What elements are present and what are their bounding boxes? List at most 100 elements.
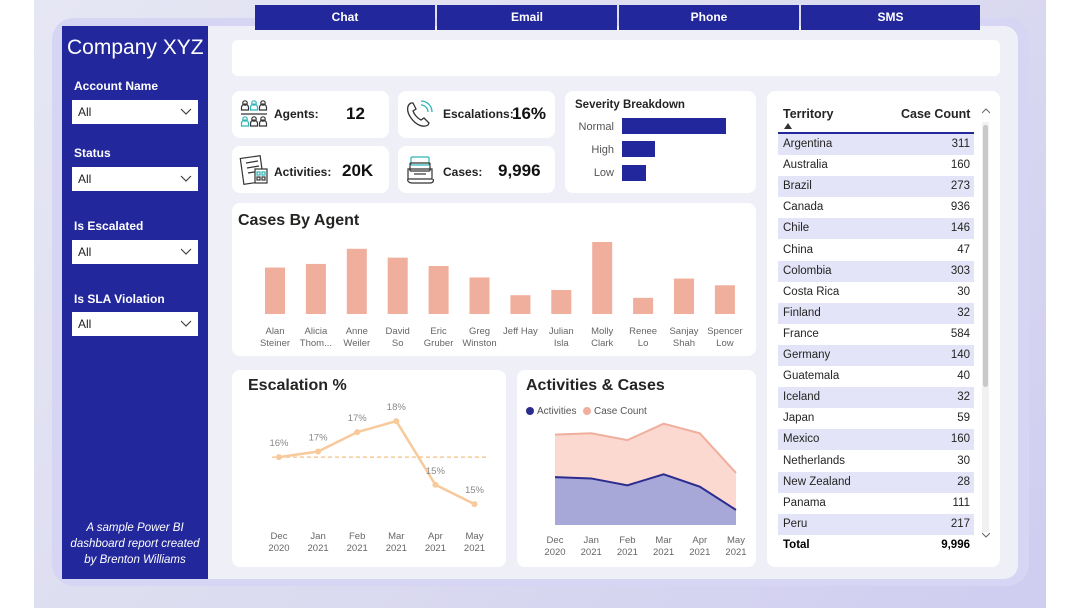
table-row[interactable]: New Zealand 28 xyxy=(778,471,974,493)
column-header-territory[interactable]: Territory xyxy=(783,107,834,121)
year-tick-label: 2021 xyxy=(347,543,368,554)
sort-ascending-icon[interactable] xyxy=(784,123,792,129)
company-title: Company XYZ xyxy=(67,36,204,59)
kpi-agents-label: Agents: xyxy=(274,107,319,121)
legend-case-count[interactable]: Case Count xyxy=(583,406,647,417)
table-row[interactable]: Canada 936 xyxy=(778,197,974,218)
tab-sms[interactable]: SMS xyxy=(801,5,980,30)
escalation-point[interactable] xyxy=(315,448,322,455)
agent-bar[interactable] xyxy=(265,267,285,314)
case-count-value: 111 xyxy=(952,496,970,509)
table-row[interactable]: Costa Rica 30 xyxy=(778,282,974,303)
table-total-row: Total 9,996 xyxy=(778,536,974,556)
kpi-card-agents: Agents: 12 xyxy=(232,91,389,138)
escalation-point[interactable] xyxy=(393,418,400,425)
is-escalated-dropdown[interactable]: All xyxy=(72,240,198,264)
agent-tick-label: Winston xyxy=(462,338,496,349)
escalation-point[interactable] xyxy=(432,481,439,488)
agent-bar[interactable] xyxy=(428,266,449,314)
legend-dot xyxy=(526,407,534,415)
chevron-down-icon xyxy=(180,248,192,255)
severity-breakdown-card: Severity Breakdown Normal High Low xyxy=(565,91,756,193)
severity-bar-normal[interactable] xyxy=(622,118,726,134)
table-scrollbar-thumb[interactable] xyxy=(983,125,988,387)
agent-bar[interactable] xyxy=(510,295,531,314)
month-tick-label: Dec xyxy=(547,535,564,546)
agent-bar[interactable] xyxy=(346,248,367,314)
agent-bar[interactable] xyxy=(674,278,694,314)
legend-dot xyxy=(583,407,591,415)
month-tick-label: Feb xyxy=(349,531,365,542)
table-row[interactable]: Chile 146 xyxy=(778,218,974,240)
table-row[interactable]: Mexico 160 xyxy=(778,429,974,451)
header-divider xyxy=(778,132,974,134)
table-row[interactable]: Argentina 311 xyxy=(778,134,974,155)
status-dropdown[interactable]: All xyxy=(72,167,198,191)
table-row[interactable]: Australia 160 xyxy=(778,155,974,176)
agent-bar[interactable] xyxy=(633,297,654,314)
filter-label-is-escalated: Is Escalated xyxy=(74,219,144,233)
case-count-value: 40 xyxy=(957,370,970,383)
table-row[interactable]: China 47 xyxy=(778,240,974,261)
table-row[interactable]: Panama 111 xyxy=(778,493,974,514)
escalation-point[interactable] xyxy=(276,454,282,461)
activities-area[interactable] xyxy=(555,474,736,525)
people-group-icon xyxy=(240,100,268,127)
territory-name: France xyxy=(783,327,819,340)
table-row[interactable]: France 584 xyxy=(778,324,974,345)
is-sla-violation-dropdown[interactable]: All xyxy=(72,312,198,336)
severity-label-high: High xyxy=(591,144,614,156)
column-header-case-count[interactable]: Case Count xyxy=(901,107,971,121)
severity-bar-high[interactable] xyxy=(622,141,655,157)
table-row[interactable]: Netherlands 30 xyxy=(778,451,974,472)
month-tick-label: Feb xyxy=(619,535,635,546)
table-row[interactable]: Finland 32 xyxy=(778,302,974,324)
territory-name: New Zealand xyxy=(783,475,851,488)
agent-bar[interactable] xyxy=(387,257,408,314)
territory-name: Japan xyxy=(783,412,815,425)
cases-by-agent-chart: AlanSteinerAliciaThom...AnneWeilerDavidS… xyxy=(260,242,743,349)
escalation-data-label: 15% xyxy=(426,466,446,477)
agent-bar[interactable] xyxy=(305,263,326,314)
agent-tick-label: Molly xyxy=(591,326,613,337)
legend-activities[interactable]: Activities xyxy=(526,406,576,417)
territory-name: Iceland xyxy=(783,391,821,404)
year-tick-label: 2020 xyxy=(544,547,565,558)
table-row[interactable]: Brazil 273 xyxy=(778,176,974,198)
tab-phone[interactable]: Phone xyxy=(619,5,799,30)
agent-tick-label: Anne xyxy=(346,326,368,337)
territory-name: Colombia xyxy=(783,264,832,277)
escalation-point[interactable] xyxy=(354,429,361,436)
year-tick-label: 2021 xyxy=(653,547,674,558)
case-count-value: 217 xyxy=(950,517,970,530)
escalation-point[interactable] xyxy=(471,501,478,508)
agent-tick-label: Alicia xyxy=(305,326,328,337)
kpi-escalations-value: 16% xyxy=(512,104,547,123)
escalation-data-label: 18% xyxy=(387,402,407,413)
severity-bar-low[interactable] xyxy=(622,165,646,181)
table-row[interactable]: Japan 59 xyxy=(778,408,974,429)
table-row[interactable]: Iceland 32 xyxy=(778,387,974,409)
scroll-up-icon[interactable] xyxy=(982,108,990,114)
month-tick-label: May xyxy=(727,535,745,546)
year-tick-label: 2021 xyxy=(581,547,602,558)
table-row[interactable]: Germany 140 xyxy=(778,345,974,366)
account-name-dropdown[interactable]: All xyxy=(72,100,198,124)
territory-name: Brazil xyxy=(783,180,812,193)
agent-bar[interactable] xyxy=(551,290,572,314)
agent-bar[interactable] xyxy=(469,277,490,314)
year-tick-label: 2021 xyxy=(617,547,638,558)
author-note-line: dashboard report created xyxy=(70,538,200,550)
agent-tick-label: Lo xyxy=(638,338,649,349)
agent-bar[interactable] xyxy=(714,285,735,314)
table-row[interactable]: Guatemala 40 xyxy=(778,366,974,387)
year-tick-label: 2021 xyxy=(464,543,485,554)
scroll-down-icon[interactable] xyxy=(982,532,990,538)
table-row[interactable]: Peru 217 xyxy=(778,513,974,535)
agent-tick-label: Spencer xyxy=(707,326,742,337)
table-row[interactable]: Colombia 303 xyxy=(778,260,974,282)
tab-chat[interactable]: Chat xyxy=(255,5,435,30)
agent-bar[interactable] xyxy=(592,242,613,314)
tab-email[interactable]: Email xyxy=(437,5,617,30)
case-count-line xyxy=(554,422,737,474)
